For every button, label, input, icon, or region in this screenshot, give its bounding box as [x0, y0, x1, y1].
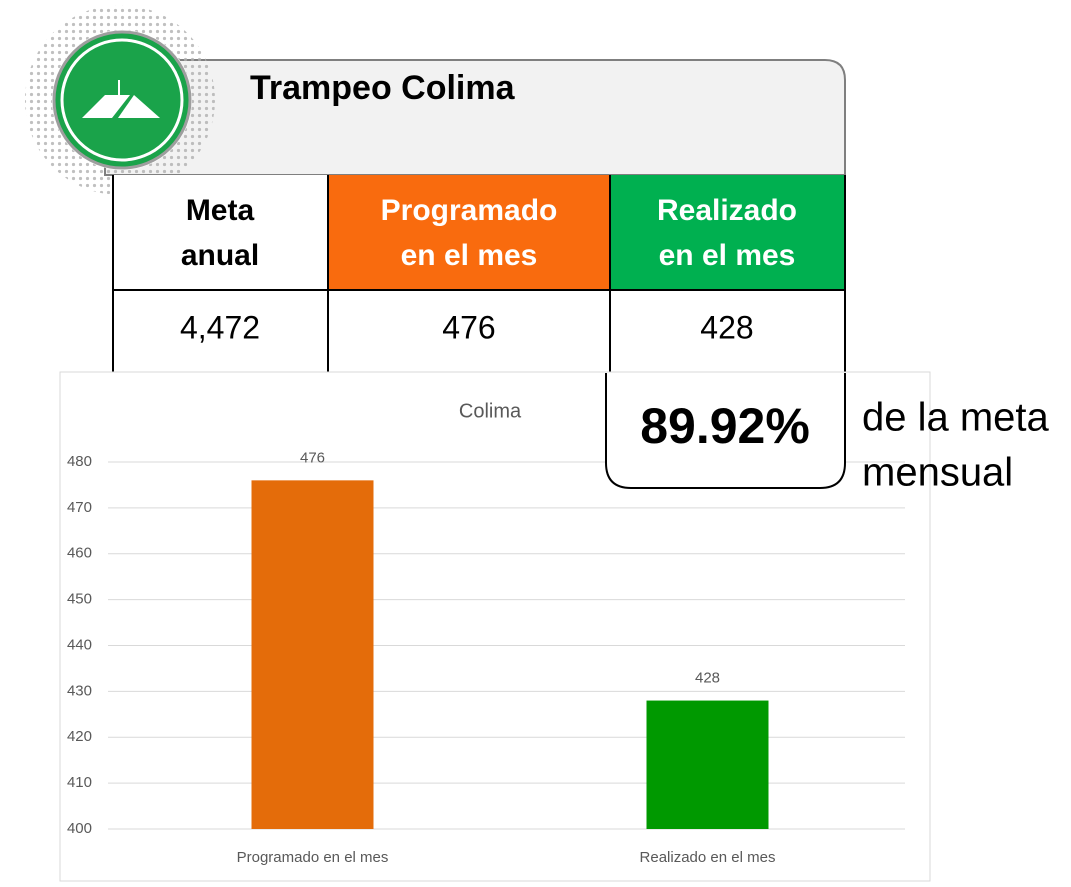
table-cell: 476	[442, 309, 495, 345]
y-tick-label: 470	[67, 499, 92, 516]
table	[112, 175, 846, 374]
y-tick-label: 480	[67, 453, 92, 470]
percentage-caption: mensual	[862, 451, 1013, 495]
y-tick-label: 400	[67, 820, 92, 837]
percentage-box	[605, 373, 846, 489]
header-cell	[113, 175, 328, 290]
column-header: Realizado	[657, 194, 797, 227]
y-tick-label: 420	[67, 728, 92, 745]
x-tick-label: Realizado en el mes	[640, 849, 776, 866]
column-header: Programado	[381, 194, 558, 227]
column-header: en el mes	[659, 239, 796, 272]
y-tick-label: 450	[67, 591, 92, 608]
header-title: Trampeo Colima	[250, 69, 516, 107]
table-cell: 4,472	[180, 309, 260, 345]
bar	[646, 700, 769, 829]
value-label: 476	[300, 449, 325, 466]
chart-title: Colima	[459, 400, 522, 422]
header-box	[104, 59, 846, 176]
bar	[251, 480, 374, 829]
logo	[25, 5, 215, 195]
x-tick-label: Programado en el mes	[237, 849, 389, 866]
column-header: anual	[181, 239, 259, 272]
table-cell: 428	[700, 309, 753, 345]
column-header: Meta	[186, 194, 255, 227]
y-tick-label: 460	[67, 545, 92, 562]
header-cell	[328, 175, 610, 290]
value-label: 428	[695, 670, 720, 687]
y-tick-label: 430	[67, 682, 92, 699]
column-header: en el mes	[401, 239, 538, 272]
percentage-value: 89.92%	[640, 398, 810, 454]
y-tick-label: 440	[67, 636, 92, 653]
value-row	[113, 290, 845, 373]
percentage-caption: de la meta	[862, 396, 1050, 440]
header-cell	[610, 175, 845, 290]
y-tick-label: 410	[67, 774, 92, 791]
